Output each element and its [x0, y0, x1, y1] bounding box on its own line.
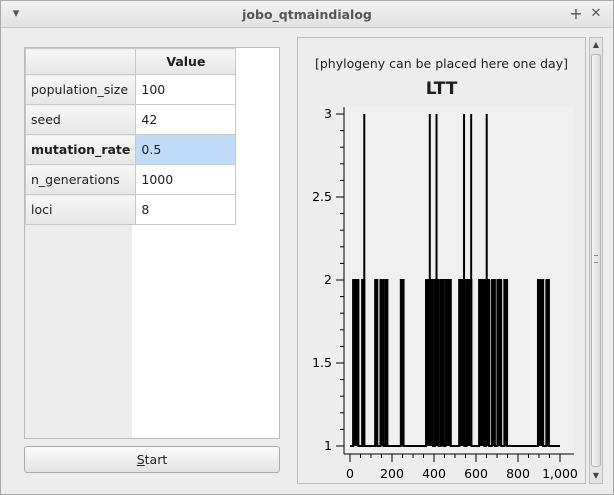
scrollbar-thumb[interactable] [591, 54, 601, 467]
plot-panel: [phylogeny can be placed here one day] L… [297, 37, 586, 484]
table-corner[interactable] [24, 48, 137, 75]
cell-mutation-rate[interactable]: 0.5 [135, 134, 237, 165]
cell-population-size[interactable]: 100 [135, 74, 237, 105]
row-header-population-size[interactable]: population_size [24, 74, 137, 105]
x-tick-label: 0 [346, 466, 354, 481]
close-icon[interactable]: ✕ [590, 6, 602, 21]
chevron-down-icon[interactable]: ▾ [12, 6, 20, 21]
row-header-seed[interactable]: seed [24, 104, 137, 135]
value-column-header[interactable]: Value [135, 48, 237, 75]
x-tick-label: 400 [422, 466, 446, 481]
cell-loci[interactable]: 8 [135, 194, 237, 225]
row-header-mutation-rate[interactable]: mutation_rate [24, 134, 137, 165]
x-tick-label: 600 [464, 466, 488, 481]
row-header-loci[interactable]: loci [24, 194, 137, 225]
ltt-chart: 1 1.5 2 2.5 3 0 200 400 600 800 1,000 [312, 106, 578, 481]
scroll-down-icon[interactable]: ▼ [592, 471, 600, 480]
table-row: n_generations 1000 [24, 164, 237, 195]
vertical-scrollbar[interactable]: ▲ ▼ [589, 37, 603, 484]
chart-title: LTT [425, 79, 458, 99]
table-row: loci 8 [24, 194, 237, 225]
cell-n-generations[interactable]: 1000 [135, 164, 237, 195]
y-tick-label: 3 [324, 106, 332, 121]
phylogeny-placeholder-label: [phylogeny can be placed here one day] [315, 56, 568, 71]
x-tick-label: 200 [380, 466, 404, 481]
table-row: population_size 100 [24, 74, 237, 105]
start-button[interactable]: Start [24, 446, 280, 473]
y-tick-label: 1.5 [312, 355, 332, 370]
plus-icon[interactable]: + [569, 4, 583, 23]
y-tick-label: 2 [324, 272, 332, 287]
start-button-label: tart [144, 452, 168, 467]
parameter-table-panel: Value population_size 100 seed 42 mutati… [24, 47, 280, 439]
cell-seed[interactable]: 42 [135, 104, 237, 135]
title-bar: ▾ jobo_qtmaindialog + ✕ [1, 1, 613, 28]
x-tick-label: 800 [506, 466, 530, 481]
parameter-table: Value population_size 100 seed 42 mutati… [24, 48, 237, 225]
table-row: seed 42 [24, 104, 237, 135]
start-button-mnemonic: S [136, 452, 145, 467]
row-header-n-generations[interactable]: n_generations [24, 164, 137, 195]
table-row: mutation_rate 0.5 [24, 134, 237, 165]
window-title: jobo_qtmaindialog [242, 7, 372, 22]
y-tick-label: 2.5 [312, 189, 332, 204]
x-tick-label: 1,000 [542, 466, 578, 481]
y-tick-label: 1 [324, 438, 332, 453]
scroll-up-icon[interactable]: ▲ [592, 40, 600, 49]
